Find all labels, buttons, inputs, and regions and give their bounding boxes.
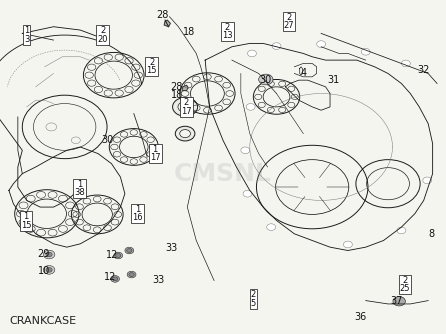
Text: 1
3: 1 3 (24, 26, 29, 44)
Circle shape (241, 147, 250, 154)
Text: 1
16: 1 16 (132, 205, 143, 222)
Circle shape (397, 227, 406, 234)
Text: CRANKCASE: CRANKCASE (9, 316, 76, 326)
Text: 37: 37 (390, 296, 402, 306)
Circle shape (361, 48, 370, 55)
Text: 28: 28 (157, 10, 169, 20)
Circle shape (401, 60, 410, 67)
Circle shape (43, 250, 55, 259)
Text: 2
5: 2 5 (251, 290, 256, 308)
Circle shape (259, 74, 273, 85)
Circle shape (393, 297, 405, 306)
Text: 36: 36 (354, 312, 367, 322)
Circle shape (272, 43, 281, 49)
Circle shape (46, 252, 52, 257)
Text: 2
25: 2 25 (400, 276, 410, 293)
Text: 32: 32 (417, 65, 430, 75)
Text: 31: 31 (327, 75, 340, 85)
Text: 2
20: 2 20 (97, 26, 108, 44)
Text: 10: 10 (37, 266, 50, 276)
Circle shape (127, 271, 136, 278)
Text: 2
27: 2 27 (284, 13, 294, 30)
Text: 30: 30 (259, 75, 272, 85)
Circle shape (127, 248, 132, 253)
Text: 8: 8 (429, 229, 435, 239)
Circle shape (114, 252, 123, 259)
Text: 12: 12 (104, 272, 117, 282)
Circle shape (248, 50, 256, 57)
Text: 12: 12 (106, 249, 119, 260)
Text: 18: 18 (171, 90, 184, 100)
Text: 1
17: 1 17 (150, 145, 161, 162)
Circle shape (112, 277, 118, 281)
Text: 1
15: 1 15 (21, 212, 31, 230)
Polygon shape (182, 85, 188, 91)
Text: 28: 28 (170, 82, 182, 92)
Circle shape (343, 241, 352, 248)
Circle shape (111, 276, 120, 282)
Circle shape (423, 177, 432, 184)
Circle shape (46, 268, 52, 272)
Circle shape (125, 247, 134, 254)
Circle shape (243, 190, 252, 197)
Circle shape (116, 254, 121, 258)
Circle shape (129, 273, 134, 277)
Text: 2
13: 2 13 (222, 23, 233, 40)
Text: CMSNL: CMSNL (174, 162, 272, 186)
Text: 33: 33 (152, 275, 165, 285)
Text: 30: 30 (101, 135, 113, 145)
Circle shape (317, 41, 326, 47)
Circle shape (267, 224, 276, 230)
Text: 1
38: 1 38 (74, 180, 85, 197)
Circle shape (43, 266, 55, 274)
Text: 2
17: 2 17 (181, 98, 192, 116)
Text: 18: 18 (183, 27, 196, 37)
Text: 33: 33 (165, 243, 178, 253)
Text: 4: 4 (300, 68, 306, 78)
Text: 2
15: 2 15 (146, 58, 157, 75)
Polygon shape (164, 20, 170, 27)
Text: 29: 29 (37, 249, 50, 259)
Circle shape (246, 104, 255, 110)
